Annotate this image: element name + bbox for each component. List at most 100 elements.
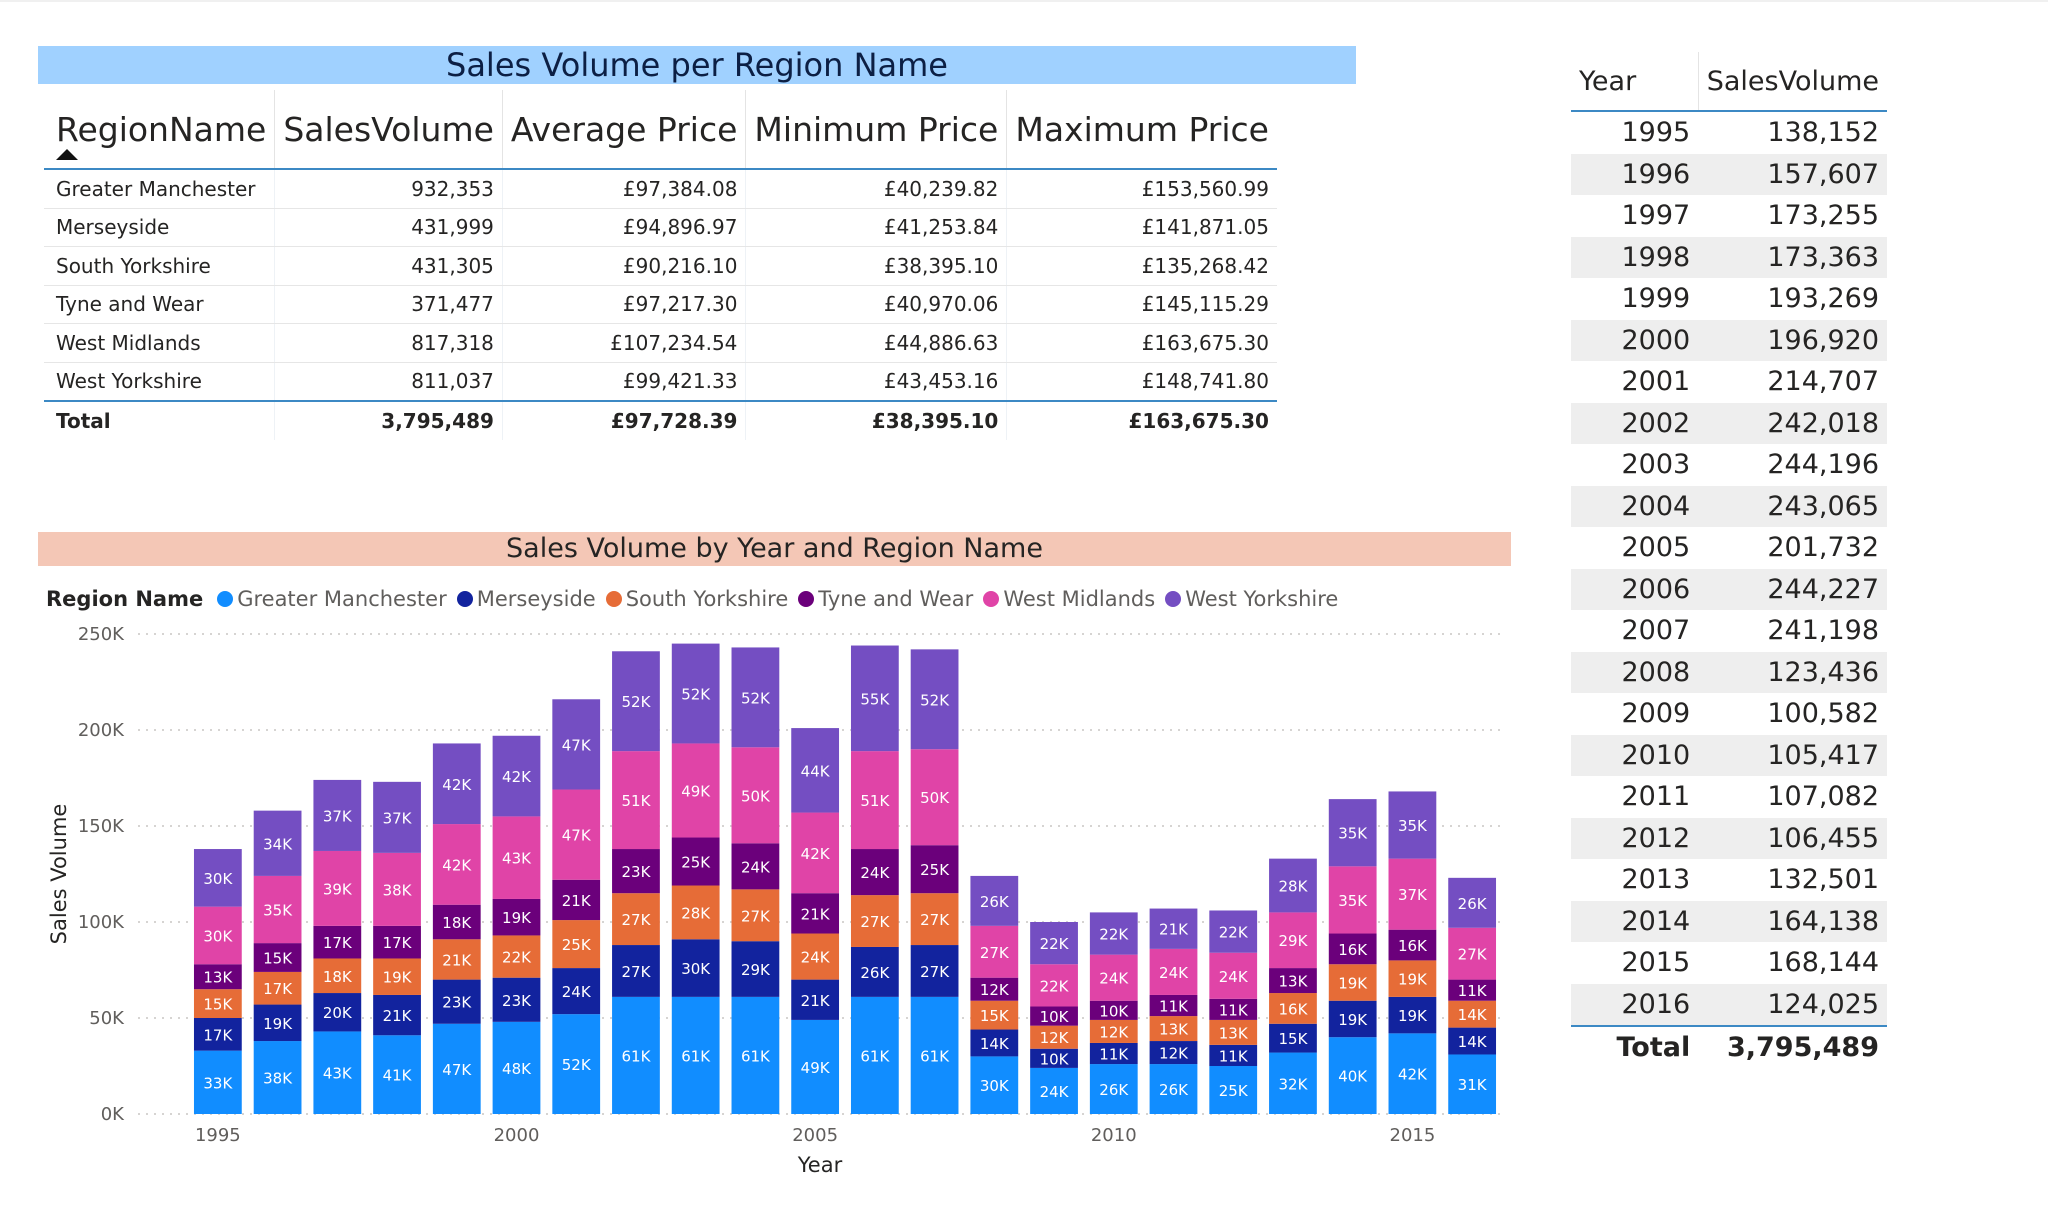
cell-salesvolume: 242,018 (1698, 402, 1887, 444)
sort-ascending-icon[interactable] (56, 149, 78, 160)
col-header-average-price[interactable]: Average Price (501, 90, 746, 170)
bar-segment (193, 1050, 242, 1114)
bar-value-label: 27K (860, 913, 890, 931)
bar-value-label: 21K (442, 951, 472, 969)
cell-salesvolume: 244,196 (1698, 444, 1887, 486)
bar-segment (313, 993, 362, 1032)
year-table-header: Year SalesVolume (1571, 52, 1887, 112)
bar-value-label: 61K (621, 1047, 651, 1065)
col-header-minimum-price[interactable]: Minimum Price (745, 90, 1007, 170)
legend-items: Greater Manchester Merseyside South Yorksh… (217, 587, 1348, 611)
legend-marker-icon (983, 591, 1000, 607)
total-salesvolume: 3,795,489 (1698, 1025, 1887, 1069)
x-tick-label: 2000 (494, 1125, 540, 1146)
total-label: Total (1571, 1025, 1699, 1069)
col-header-regionname[interactable]: RegionName (44, 90, 275, 170)
bar-value-label: 19K (383, 969, 413, 987)
bar-value-label: 22K (1099, 926, 1129, 944)
bar-value-label: 25K (681, 854, 711, 872)
bar-value-label: 23K (502, 992, 532, 1010)
bar-value-label: 55K (860, 690, 890, 708)
table-total-row: Total 3,795,489 £97,728.39 £38,395.10 £163,6… (44, 400, 1277, 440)
year-table: Year SalesVolume 1995 138,152 1996 157,607 1… (1571, 52, 1887, 1069)
bar-value-label: 14K (1458, 1033, 1488, 1051)
bar-segment (671, 885, 720, 940)
bar-segment (552, 968, 601, 1015)
bar-segment (1149, 908, 1198, 949)
bar-value-label: 61K (920, 1047, 950, 1065)
bar-segment (432, 904, 481, 940)
bar-segment (492, 735, 541, 817)
legend-item[interactable]: Greater Manchester (217, 587, 447, 611)
cell-year: 2008 (1571, 651, 1699, 693)
legend-item[interactable]: West Midlands (983, 587, 1155, 611)
bar-segment (1149, 1041, 1198, 1065)
col-header-year[interactable]: Year (1571, 52, 1699, 112)
legend-marker-icon (605, 591, 622, 607)
chart-title: Sales Volume by Year and Region Name (38, 532, 1511, 566)
table-row: 2001 214,707 (1571, 361, 1887, 403)
bar-value-label: 42K (502, 768, 532, 786)
bar-value-label: 30K (203, 927, 233, 945)
table-row: 1996 157,607 (1571, 153, 1887, 195)
cell-year: 2005 (1571, 527, 1699, 569)
bar-value-label: 61K (860, 1047, 890, 1065)
legend-marker-icon (798, 591, 815, 607)
bar-segment (1149, 1064, 1198, 1114)
table-total-row: Total 3,795,489 (1571, 1025, 1887, 1069)
bar-value-label: 37K (1398, 886, 1428, 904)
legend-item[interactable]: Tyne and Wear (798, 587, 973, 611)
table-row: 2011 107,082 (1571, 776, 1887, 818)
bar-value-label: 21K (383, 1007, 413, 1025)
bar-value-label: 14K (1458, 1006, 1488, 1024)
bar-segment (612, 996, 660, 1114)
bar-segment (1448, 1054, 1497, 1114)
legend-item[interactable]: West Yorkshire (1165, 587, 1338, 611)
bar-segment (1448, 877, 1497, 928)
legend-item[interactable]: Merseyside (456, 587, 596, 611)
legend-label: Tyne and Wear (818, 587, 974, 611)
legend-marker-icon (217, 591, 234, 607)
bar-segment (1269, 912, 1317, 969)
bar-segment (1089, 954, 1138, 1001)
bar-value-label: 24K (1040, 1083, 1070, 1101)
bar-segment (671, 837, 720, 886)
bar-segment (193, 849, 242, 907)
cell-salesvolume: 811,037 (274, 362, 503, 402)
bar-segment (1209, 952, 1258, 999)
y-tick-label: 100K (78, 912, 125, 933)
table-row: 1999 193,269 (1571, 278, 1887, 320)
bar-value-label: 27K (920, 963, 950, 981)
col-header-maximum-price[interactable]: Maximum Price (1006, 90, 1277, 170)
bar-segment (1388, 929, 1437, 961)
legend-item[interactable]: South Yorkshire (605, 587, 788, 611)
bar-segment (193, 964, 242, 990)
bar-value-label: 18K (323, 968, 353, 986)
region-table-title: Sales Volume per Region Name (38, 46, 1356, 84)
bar-value-label: 24K (860, 864, 890, 882)
col-header-salesvolume[interactable]: SalesVolume (1697, 52, 1887, 112)
x-tick-label: 1995 (195, 1125, 241, 1146)
bar-value-label: 12K (1159, 1045, 1189, 1063)
cell-salesvolume: 196,920 (1698, 319, 1887, 361)
bar-segment (492, 898, 541, 936)
bar-segment (910, 945, 959, 997)
table-row: 1995 138,152 (1571, 111, 1887, 154)
bar-value-label: 43K (502, 850, 532, 868)
bar-value-label: 27K (1458, 946, 1488, 964)
bar-value-label: 42K (801, 845, 831, 863)
bar-segment (552, 879, 601, 921)
y-tick-label: 50K (89, 1008, 125, 1029)
bar-value-label: 27K (621, 911, 651, 929)
bar-value-label: 49K (681, 782, 711, 800)
bar-value-label: 18K (442, 914, 472, 932)
cell-year: 2004 (1571, 485, 1699, 527)
table-row: 2004 243,065 (1571, 485, 1887, 527)
bar-segment (1089, 912, 1138, 955)
bar-segment (850, 895, 899, 947)
bar-segment (1328, 799, 1377, 867)
col-header-salesvolume[interactable]: SalesVolume (274, 90, 503, 170)
bar-value-label: 43K (323, 1065, 353, 1083)
bar-value-label: 10K (1099, 1002, 1129, 1020)
